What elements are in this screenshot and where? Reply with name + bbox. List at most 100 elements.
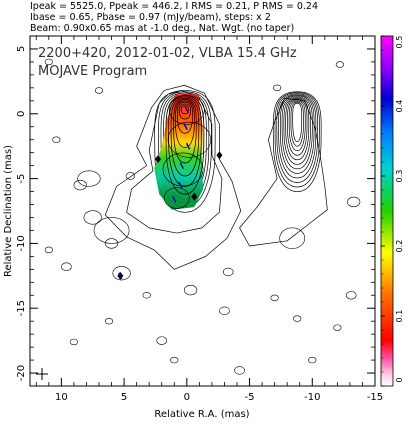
plot-content — [44, 58, 361, 375]
noise-contour — [308, 356, 317, 364]
noise-island — [279, 227, 306, 249]
component-marker — [216, 151, 223, 160]
intensity-contour-overlay — [178, 103, 191, 120]
noise-contour — [333, 324, 342, 331]
component-marker — [154, 155, 161, 164]
noise-contour — [44, 246, 53, 254]
polarization-vector — [179, 162, 184, 169]
polarized-contour — [283, 97, 311, 165]
noise-contour — [94, 87, 104, 94]
noise-contour — [345, 291, 357, 300]
x-axis-label: Relative R.A. (mas) — [154, 409, 249, 420]
contour-level-2 — [126, 90, 223, 234]
jet-component — [163, 187, 190, 209]
x-tick-label: 10 — [55, 392, 68, 403]
polarization-vector — [184, 106, 189, 114]
noise-contour — [142, 292, 151, 299]
component-marker — [191, 192, 198, 201]
colorbar-tick-label: 0.5 — [395, 36, 404, 49]
polarized-contour — [285, 98, 310, 161]
colorbar-tick-label: 0.2 — [395, 240, 404, 253]
jet-component — [167, 121, 211, 158]
polarization-vector — [183, 123, 188, 131]
intensity-contour-overlay — [177, 101, 193, 134]
x-tick-label: 5 — [121, 392, 127, 403]
polarized-contour — [274, 92, 320, 188]
noise-contour — [156, 336, 168, 345]
y-tick-label: -15 — [16, 300, 27, 316]
noise-contour — [222, 267, 234, 277]
noise-contour — [104, 238, 119, 249]
polarization-vector — [172, 196, 177, 203]
noise-contour — [61, 262, 72, 271]
noise-contour — [104, 317, 114, 325]
axes: 10 5 0 -5 -10 -15 5 0 -5 -10 -15 -20 — [16, 35, 383, 403]
noise-island — [77, 170, 101, 187]
y-tick-label: 5 — [16, 46, 27, 52]
noise-contour — [184, 284, 198, 296]
polarized-contour — [281, 96, 313, 170]
x-tick-label: -15 — [367, 392, 383, 403]
polarized-contour — [287, 99, 308, 156]
noise-contour — [44, 58, 53, 66]
y-tick-label: 0 — [16, 111, 27, 117]
polarized-contour — [290, 101, 304, 147]
noise-contour — [270, 294, 279, 302]
y-tick-label: -5 — [16, 174, 27, 184]
noise-contour — [112, 266, 131, 281]
intensity-contour-overlay — [165, 95, 205, 195]
noise-island — [93, 217, 130, 244]
noise-contour — [69, 338, 78, 346]
x-tick-label: -10 — [304, 392, 320, 403]
colorbar-tick-label: 0.4 — [395, 100, 404, 113]
polarized-contour — [288, 100, 306, 152]
noise-contour — [73, 179, 87, 191]
jet-component — [168, 95, 205, 125]
header-line-1: Ipeak = 5525.0, Ppeak = 446.2, I RMS = 0… — [30, 1, 318, 12]
x-tick-label: -5 — [245, 392, 255, 403]
polarization-vector — [118, 272, 123, 280]
x-tick-label: 0 — [184, 392, 190, 403]
polarized-intensity-contours — [239, 91, 328, 247]
noise-contour — [125, 172, 136, 180]
noise-contour — [234, 366, 245, 375]
colorbar-ticks: 0 0.1 0.2 0.3 0.4 0.5 — [381, 35, 404, 387]
noise-contour — [335, 61, 344, 68]
noise-contour — [219, 306, 230, 316]
noise-contour — [293, 315, 302, 322]
colorbar-tick-label: 0.3 — [395, 170, 404, 183]
noise-contour — [52, 136, 61, 143]
y-tick-label: -10 — [16, 235, 27, 251]
header-line-2: Ibase = 0.65, Pbase = 0.97 (mJy/beam), s… — [30, 12, 271, 23]
y-axis-label: Relative Declination (mas) — [3, 145, 14, 277]
plot-subtitle: MOJAVE Program — [38, 64, 147, 79]
plot-title: 2200+420, 2012-01-02, VLBA 15.4 GHz — [38, 46, 297, 61]
beam-marker — [36, 368, 48, 380]
colorbar-tick-label: 0.1 — [395, 310, 404, 323]
noise-contour — [83, 210, 102, 225]
intensity-contour-overlay — [180, 105, 190, 115]
noise-contours — [44, 58, 361, 375]
noise-contour — [170, 356, 179, 364]
intensity-contour — [154, 90, 216, 213]
intensity-contour-overlay — [175, 100, 195, 148]
noise-contour — [347, 196, 361, 208]
plot-frame — [29, 35, 376, 387]
polarized-contour — [278, 94, 317, 179]
outer-contour — [104, 84, 242, 270]
colorbar — [380, 35, 394, 387]
polarized-contour — [272, 91, 322, 192]
component-markers — [117, 106, 223, 280]
noise-contour — [273, 84, 282, 92]
y-tick-label: -20 — [16, 365, 27, 381]
polarization-vector — [185, 142, 191, 150]
fractional-polarization-map — [154, 94, 211, 210]
polarized-outer-contour — [239, 97, 328, 247]
intensity-contour-overlay — [173, 99, 197, 164]
polarized-contour — [279, 95, 315, 174]
jet-component — [162, 152, 204, 187]
intensity-contour-overlay — [168, 96, 202, 187]
polarization-vector — [178, 181, 183, 189]
colorbar-tick-label: 0 — [395, 377, 404, 382]
